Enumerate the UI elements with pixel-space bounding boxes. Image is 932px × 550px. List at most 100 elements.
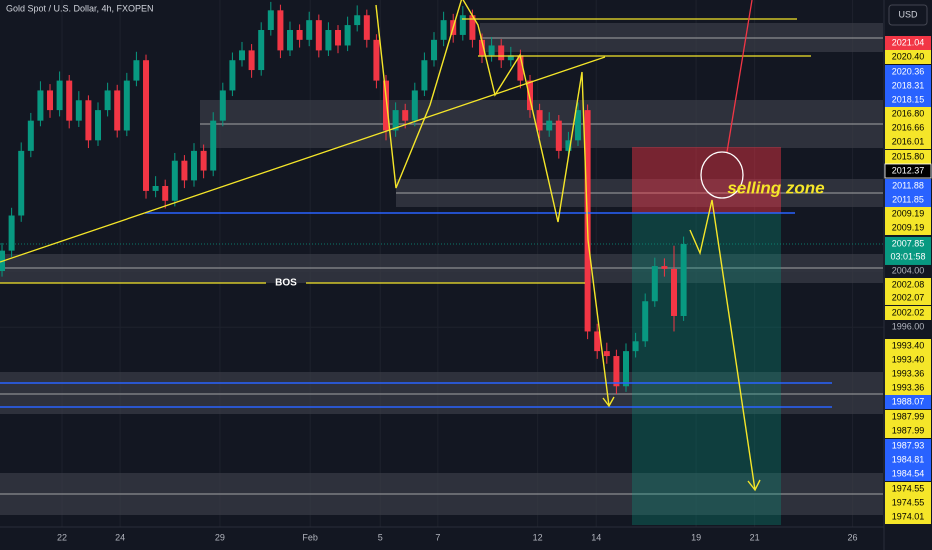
candle-body [373, 39, 380, 81]
candle-body [181, 160, 188, 181]
trend-line [0, 56, 606, 263]
price-label: 1993.36 [892, 368, 925, 378]
candle-body [75, 100, 82, 121]
candle-body [18, 150, 25, 216]
projection [689, 199, 756, 491]
x-tick-label: 7 [435, 532, 440, 542]
candle-body [565, 140, 572, 151]
price-label: 1993.40 [892, 354, 925, 364]
candle-body [296, 30, 303, 40]
candle-body [325, 30, 332, 51]
price-label-box [885, 367, 931, 381]
price-label-box [885, 306, 931, 320]
candle-body [8, 215, 15, 251]
candle-body [239, 50, 246, 61]
candle-body [47, 90, 54, 111]
target-zone [632, 213, 781, 525]
candle-body [431, 39, 438, 61]
selling-zone-label: selling zone [727, 178, 824, 197]
candle-body [56, 80, 63, 111]
axis-labels: 2004.00 1996.00 22 24 29 Feb 5 7 12 14 19 21 26 2021.… [57, 36, 932, 542]
price-label: 1993.40 [892, 340, 925, 350]
candle-body [27, 120, 34, 151]
price-label-box [885, 135, 931, 149]
price-label-box [885, 453, 931, 467]
price-label: 2009.19 [892, 208, 925, 218]
zigzag [375, 0, 610, 407]
price-label: 1987.99 [892, 425, 925, 435]
candle-body [143, 60, 150, 191]
price-label-box [885, 496, 931, 510]
candle-body [219, 90, 226, 121]
price-label: 1984.81 [892, 454, 925, 464]
price-label-box [885, 107, 931, 121]
chart-title: Gold Spot / U.S. Dollar, 4h, FXOPEN [6, 3, 154, 13]
price-label-box [885, 36, 931, 50]
candle-body [354, 15, 361, 26]
candle-body [277, 10, 284, 51]
x-tick-label: 5 [378, 532, 383, 542]
x-tick-label: 29 [215, 532, 225, 542]
price-label-box [885, 395, 931, 409]
price-label: 1987.99 [892, 411, 925, 421]
x-tick-label: 12 [533, 532, 543, 542]
candle-body [594, 331, 601, 352]
price-label: 1974.55 [892, 497, 925, 507]
candle-body [488, 45, 495, 56]
bos-label: BOS [275, 278, 297, 289]
currency[interactable]: USD [898, 9, 918, 19]
price-label-box [885, 79, 931, 93]
countdown: 03:01:58 [890, 251, 925, 261]
candle-body [546, 120, 553, 131]
price-label-box [885, 278, 931, 292]
price-label: 2011.88 [892, 180, 924, 190]
candle-body [248, 50, 255, 71]
red-line [726, 0, 753, 153]
price-label-box [885, 150, 931, 164]
current-price: 2007.85 [892, 238, 925, 248]
price-label: 2015.80 [892, 151, 925, 161]
zone [480, 23, 883, 52]
candle-body [383, 80, 390, 131]
price-label: 2016.66 [892, 122, 925, 132]
candle-body [95, 110, 102, 141]
candle-body [162, 185, 169, 201]
x-tick-label: Feb [302, 532, 318, 542]
arrow-head [602, 396, 615, 408]
currency-button[interactable] [888, 4, 928, 26]
candle-body [123, 80, 130, 131]
zone [0, 254, 883, 283]
price-label-box [885, 482, 931, 496]
candle-body [632, 341, 639, 352]
candle-body [680, 243, 687, 316]
candle-body [344, 25, 351, 46]
circle [700, 151, 744, 199]
candle-body [469, 15, 476, 40]
price-label-box [885, 381, 931, 395]
candle-body [402, 110, 409, 121]
candle-body [527, 80, 534, 111]
candle-body [661, 266, 668, 269]
arrow-head [747, 479, 761, 492]
x-tick-label: 21 [750, 532, 760, 542]
price-label-box [885, 221, 931, 235]
candle-body [114, 90, 121, 131]
candle-body [479, 39, 486, 56]
candle-body [287, 30, 294, 51]
current-price-box [885, 236, 931, 265]
price-label: 2002.02 [892, 307, 925, 317]
candle-body [363, 15, 370, 40]
price-label: 2020.36 [892, 66, 925, 76]
candle-body [258, 30, 265, 71]
price-label-box [885, 50, 931, 64]
candle-body [421, 60, 428, 91]
price-label: 2009.19 [892, 222, 925, 232]
price-label: 2018.15 [892, 94, 925, 104]
candle-body [104, 90, 111, 111]
price-label-box [885, 339, 931, 353]
candle-body [603, 351, 610, 357]
drawings [0, 0, 832, 492]
price-label-box [884, 163, 932, 179]
y-tick-label: 2004.00 [892, 265, 925, 275]
